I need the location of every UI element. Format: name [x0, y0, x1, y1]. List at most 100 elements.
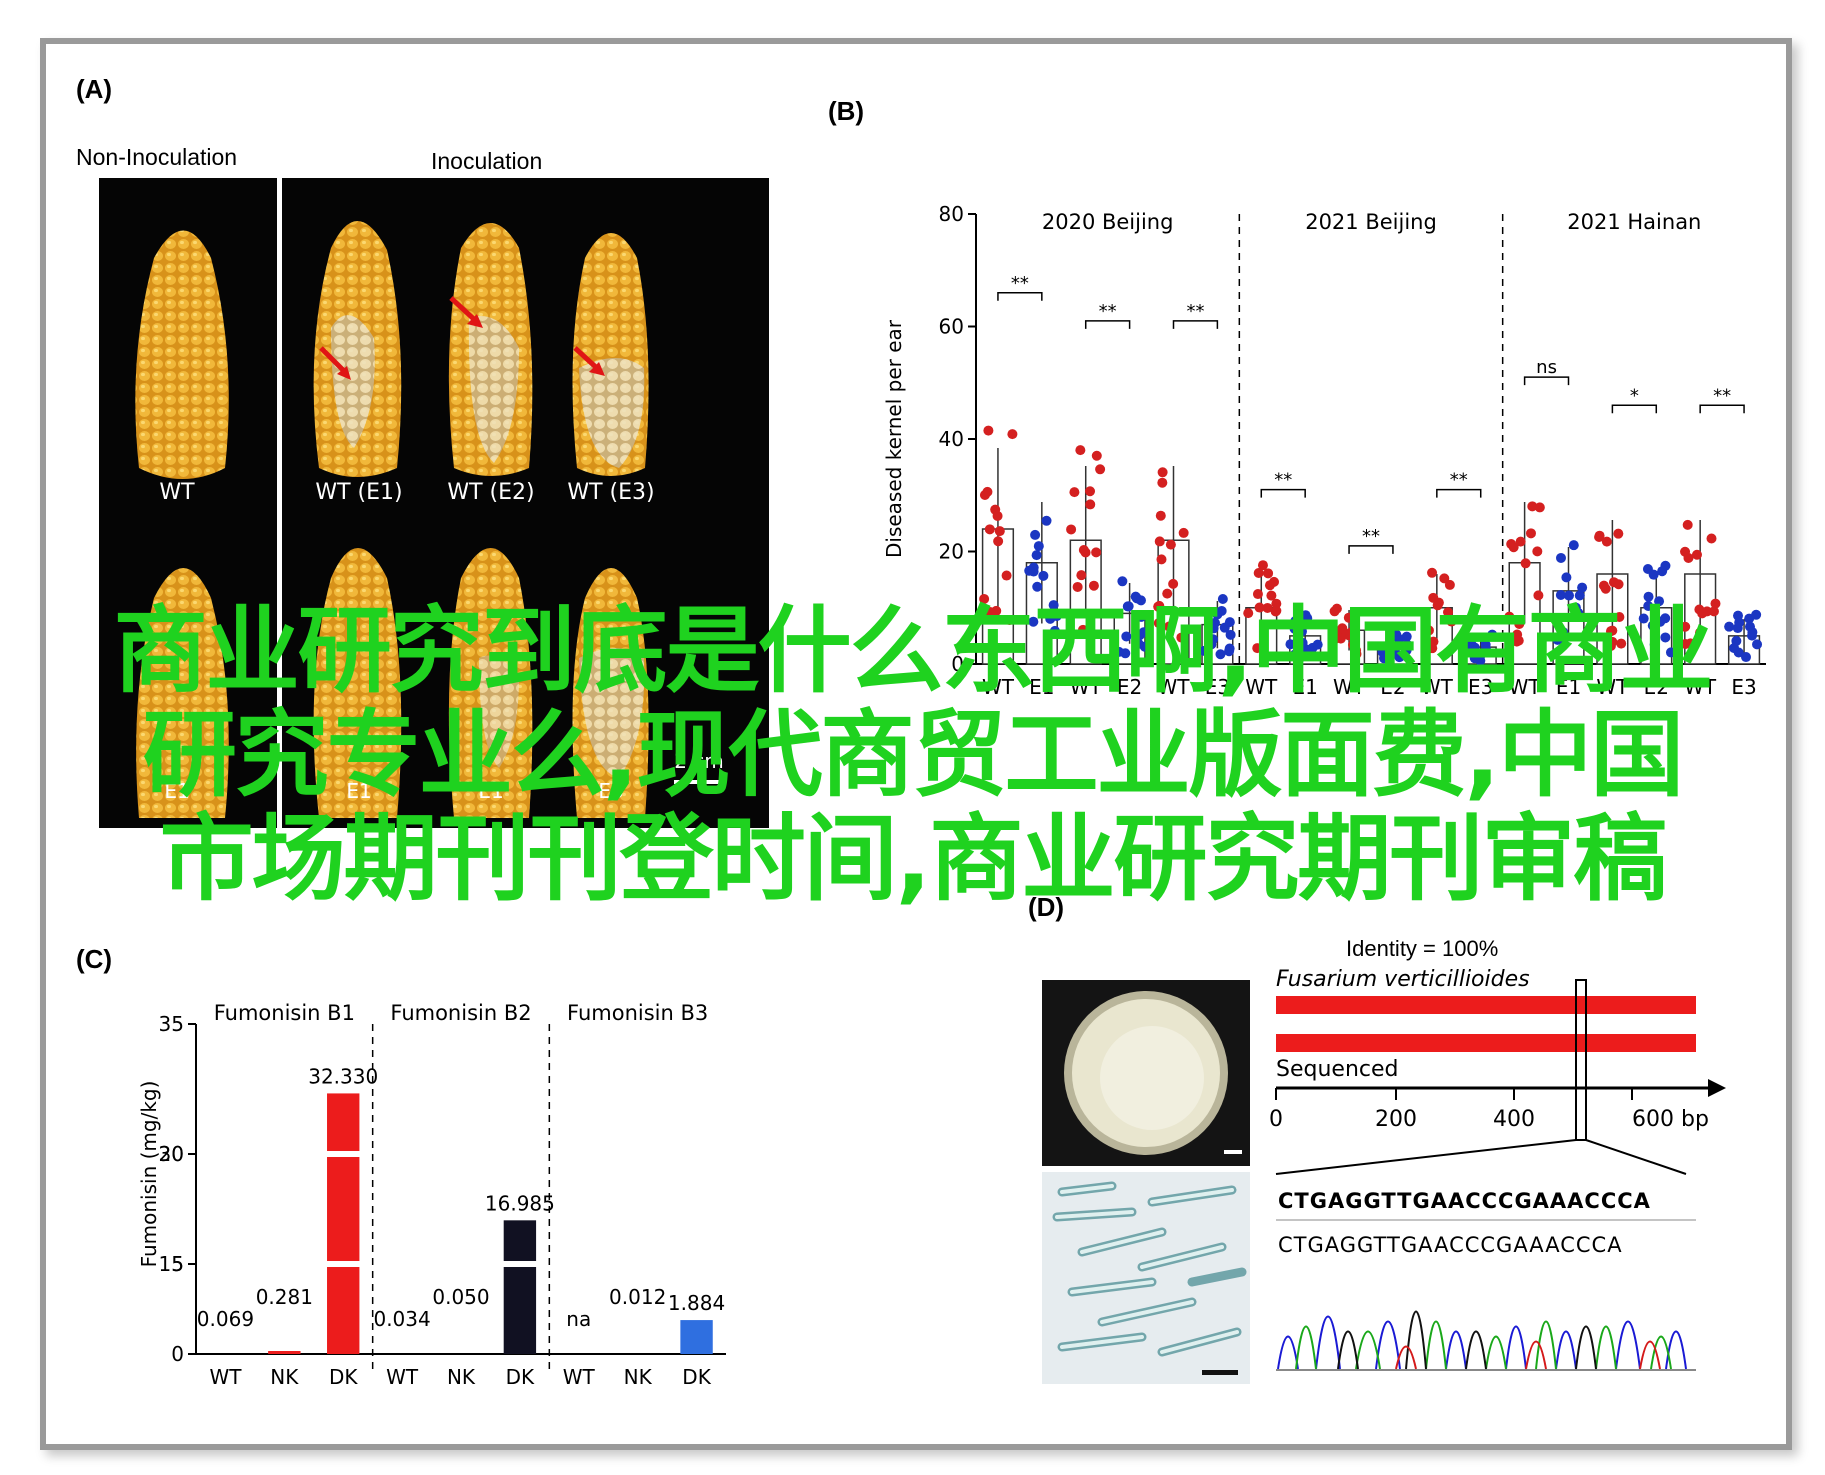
b-sig-label: **: [1011, 273, 1029, 294]
b-point: [1394, 652, 1405, 663]
identity-label: Identity = 100%: [1346, 936, 1499, 961]
b-point: [1382, 646, 1393, 657]
b-point: [1508, 542, 1519, 553]
b-point: [1271, 605, 1282, 616]
bp-tick-400: 400: [1493, 1107, 1535, 1132]
b-point: [1695, 627, 1706, 638]
b-point: [984, 524, 995, 535]
b-point: [1469, 653, 1480, 664]
b-sig-bracket: [1523, 376, 1570, 386]
c-xtick-label: NK: [447, 1365, 476, 1389]
b-point: [1156, 554, 1167, 565]
b-point: [1555, 589, 1566, 600]
b-point: [1263, 568, 1274, 579]
b-group-title: 2021 Hainan: [1567, 210, 1701, 234]
b-xtick-label: WT: [1158, 675, 1191, 699]
b-point: [1075, 445, 1086, 456]
b-point: [1337, 623, 1348, 634]
b-point: [1683, 553, 1694, 564]
b-point: [1264, 580, 1275, 591]
b-point: [1594, 530, 1605, 541]
cob-label-e1-c: E1: [478, 779, 503, 803]
b-point: [1176, 632, 1187, 643]
b-point: [1680, 638, 1691, 649]
b-point: [1647, 620, 1658, 631]
b-xtick-label: E1: [1292, 675, 1317, 699]
b-point: [1432, 600, 1443, 611]
bp-tick-0: 0: [1269, 1107, 1283, 1132]
b-ytick-label: 40: [939, 427, 964, 451]
c-ytick-label: 35: [159, 1012, 184, 1036]
b-point: [1648, 569, 1659, 580]
b-point: [1271, 598, 1282, 609]
c-group-title: Fumonisin B2: [390, 1001, 531, 1025]
b-point: [1443, 607, 1454, 618]
b-point: [1428, 592, 1439, 603]
c-value-label: 0.069: [197, 1307, 254, 1331]
b-point: [1741, 652, 1752, 663]
c-bar: [680, 1320, 713, 1354]
c-value-label: 1.884: [668, 1291, 725, 1315]
b-sig-bracket: [1084, 320, 1131, 329]
b-point: [1252, 643, 1263, 654]
b-point: [1117, 576, 1128, 587]
b-point: [1199, 645, 1210, 656]
b-xtick-label: E1: [1029, 675, 1054, 699]
b-xtick-label: WT: [1070, 675, 1103, 699]
b-xtick-label: E2: [1117, 675, 1142, 699]
b-point: [1533, 590, 1544, 601]
b-point: [1710, 598, 1721, 609]
b-point: [1534, 502, 1545, 513]
b-point: [1564, 590, 1575, 601]
b-point: [1577, 582, 1588, 593]
b-ytick-label: 80: [939, 202, 964, 226]
b-ytick-label: 20: [939, 540, 964, 564]
b-point: [993, 536, 1004, 547]
c-axis-break: [501, 1151, 539, 1157]
b-point: [994, 526, 1005, 537]
b-xtick-label: WT: [1684, 675, 1717, 699]
b-ylabel: Diseased kernel per ear: [882, 319, 906, 558]
b-xtick-label: E2: [1380, 675, 1405, 699]
b-point: [1463, 638, 1474, 649]
b-point: [983, 425, 994, 436]
b-point: [1532, 546, 1543, 557]
b-sig-bracket: [997, 292, 1043, 301]
b-point: [1568, 540, 1579, 551]
b-point: [1487, 629, 1498, 640]
b-point: [1419, 608, 1430, 619]
b-point: [1600, 583, 1611, 594]
c-group-title: Fumonisin B3: [567, 1001, 708, 1025]
b-group-title: 2020 Beijing: [1042, 210, 1174, 234]
b-point: [1613, 528, 1624, 539]
panel-a-label: (A): [76, 74, 113, 104]
c-xtick-label: DK: [329, 1365, 358, 1389]
b-point: [1345, 627, 1356, 638]
b-point: [1038, 570, 1049, 581]
b-point: [1638, 613, 1649, 624]
b-point: [1033, 541, 1044, 552]
cob-label-e3: E3: [598, 779, 623, 803]
non-inoculation-label: Non-Inoculation: [76, 144, 238, 170]
c-xtick-label: NK: [270, 1365, 299, 1389]
b-point: [1525, 528, 1536, 539]
b-point: [1444, 579, 1455, 590]
b-point: [1262, 602, 1273, 613]
b-xtick-label: WT: [1509, 675, 1542, 699]
cob-label-wt-e1: WT (E1): [315, 480, 402, 505]
b-point: [1514, 618, 1525, 629]
panel-b-chart: Diseased kernel per ear 0 20 40 60 80 2020 Be…: [882, 202, 1766, 699]
b-point: [1555, 552, 1566, 563]
aligned-seq-sample: CTGAGGTTGAACCCGAAACCCA: [1278, 1233, 1623, 1257]
figure-frame: (A) Non-Inoculation Inoculation: [40, 38, 1792, 1450]
b-point: [1329, 606, 1340, 617]
b-point: [1095, 464, 1106, 475]
b-point: [1613, 579, 1624, 590]
b-xtick-label: E3: [1205, 675, 1230, 699]
conidia-micrograph: [1042, 1172, 1250, 1384]
b-point: [1212, 609, 1223, 620]
b-sig-bracket: [1260, 488, 1306, 498]
b-point: [1157, 477, 1168, 488]
b-point: [1030, 529, 1041, 540]
b-sig-bracket: [1348, 545, 1394, 554]
